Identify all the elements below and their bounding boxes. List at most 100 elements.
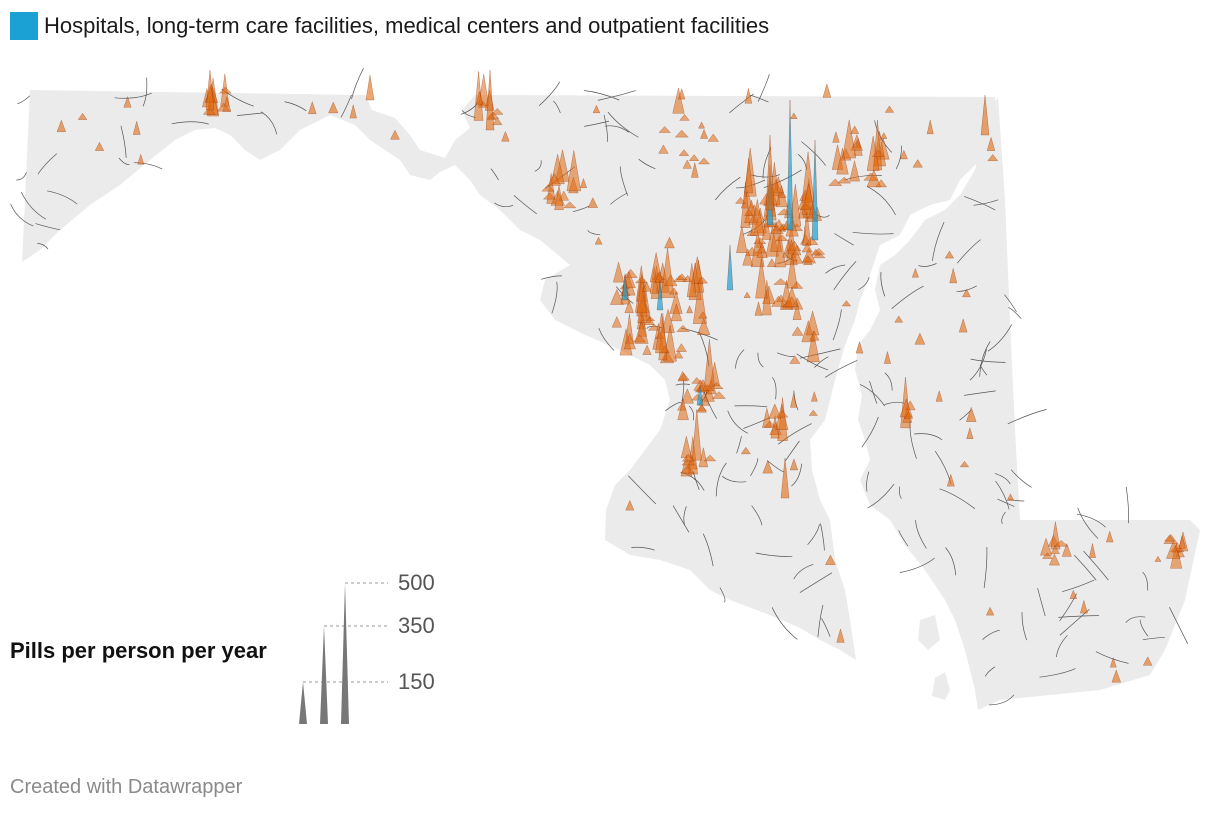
county-border-segment	[1008, 307, 1022, 320]
pill-spike	[790, 112, 798, 119]
pill-spike	[799, 203, 812, 211]
pill-spike	[625, 499, 635, 511]
county-border-segment	[1007, 409, 1047, 425]
county-border-segment	[915, 520, 927, 549]
pill-spike	[697, 157, 711, 165]
pill-spike	[547, 173, 562, 186]
pill-spike	[880, 132, 888, 139]
county-border-segment	[799, 348, 841, 359]
pill-spike	[676, 273, 688, 280]
pill-spike	[926, 119, 934, 135]
pill-spike	[1061, 542, 1072, 557]
county-border-segment	[46, 190, 78, 205]
legend-swatch-facilities	[10, 12, 38, 40]
pill-spike	[566, 150, 582, 192]
county-border-segment	[833, 261, 857, 291]
pill-spike	[501, 130, 510, 142]
pill-spike	[624, 299, 634, 314]
pill-spike	[801, 242, 813, 253]
pill-spike	[696, 403, 708, 413]
county-border-segment	[1059, 609, 1090, 636]
pill-spike	[691, 162, 699, 178]
pill-spike	[841, 300, 852, 307]
county-border-segment	[603, 114, 608, 142]
county-border-segment	[989, 694, 1015, 706]
pill-spike	[946, 473, 955, 487]
county-border-segment	[638, 158, 656, 170]
pill-spike	[784, 286, 799, 308]
county-border-segment	[1125, 486, 1129, 524]
county-border-segment	[17, 95, 31, 104]
pill-spike	[77, 112, 88, 120]
scale-label-500: 500	[398, 570, 435, 595]
county-border-segment	[1021, 612, 1028, 641]
county-border-segment	[462, 110, 476, 118]
county-border-segment	[964, 390, 996, 396]
pill-spike	[1053, 539, 1069, 547]
county-border-segment	[693, 478, 705, 491]
county-border-segment	[970, 358, 1006, 363]
pill-spike	[987, 153, 999, 162]
scale-label-150: 150	[398, 669, 435, 694]
county-border-segment	[834, 233, 854, 246]
pill-spike	[1048, 553, 1060, 566]
pill-spike	[542, 192, 557, 200]
facility-spike	[656, 279, 664, 311]
pill-spike	[686, 305, 693, 314]
county-border-segment	[821, 618, 831, 637]
pill-spike	[636, 274, 648, 317]
pill-spike	[763, 420, 777, 428]
county-border-segment	[1076, 513, 1106, 528]
county-border-segment	[1055, 635, 1068, 658]
pill-spike	[612, 261, 625, 283]
pill-spike	[832, 130, 840, 143]
pill-spike	[390, 129, 400, 140]
pill-spike	[623, 332, 636, 350]
county-border-segment	[859, 384, 885, 407]
county-border-segment	[751, 174, 781, 178]
pill-spike	[773, 278, 789, 285]
pill-spike	[664, 236, 675, 249]
county-border-segment	[884, 372, 893, 391]
pill-spike	[761, 215, 771, 240]
pill-spike	[677, 370, 688, 382]
county-border-segment	[1073, 554, 1097, 581]
pill-spike	[755, 258, 768, 299]
pill-spikes	[56, 69, 1189, 683]
pill-spike	[1079, 599, 1088, 614]
county-border-segment	[776, 352, 794, 357]
county-border-segment	[757, 74, 770, 102]
facility-spike	[726, 244, 734, 291]
pill-spike	[682, 159, 692, 169]
pill-spike	[633, 334, 647, 343]
county-border-segment	[1095, 651, 1129, 664]
pill-spike	[789, 458, 799, 471]
pill-spike	[349, 104, 357, 119]
pill-spike	[205, 69, 215, 111]
county-border-segment	[715, 462, 727, 497]
pill-spike	[894, 315, 904, 323]
pill-spike	[658, 126, 671, 133]
pill-spike	[563, 201, 577, 209]
county-border-segment	[814, 356, 829, 368]
pill-spike	[691, 256, 704, 285]
county-border-segment	[772, 377, 777, 400]
pill-spike	[789, 355, 801, 364]
pill-spike	[635, 276, 649, 284]
pill-spike	[700, 128, 709, 139]
county-border-segment	[236, 112, 264, 116]
island-bay	[918, 615, 940, 650]
county-border-segment	[793, 563, 814, 580]
pill-spike	[698, 121, 706, 129]
county-border-segment	[727, 410, 748, 434]
pill-spike	[768, 403, 782, 419]
county-border-segment	[619, 166, 629, 196]
county-border-segment	[939, 488, 976, 509]
county-border-segment	[749, 94, 769, 103]
county-border-segment	[796, 353, 829, 371]
pill-spike	[681, 458, 696, 466]
county-border-segment	[35, 223, 61, 231]
county-borders	[10, 68, 1189, 706]
county-border-segment	[10, 203, 34, 227]
county-border-segment	[37, 153, 58, 175]
